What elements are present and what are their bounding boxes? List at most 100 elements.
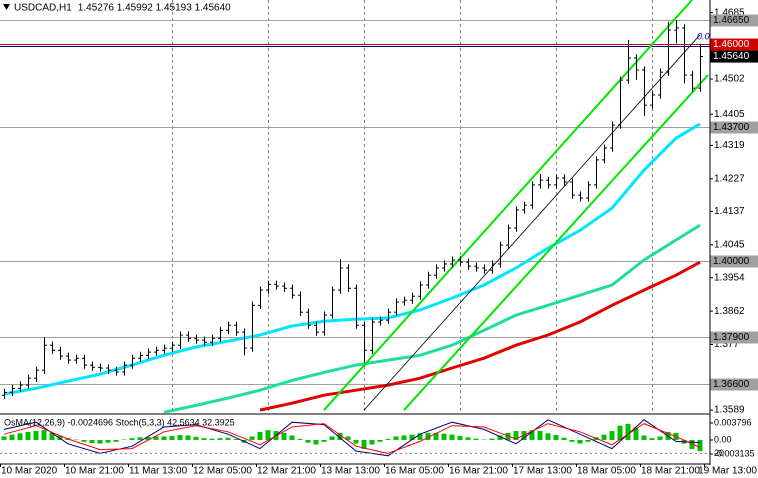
level-label: 1.46650 xyxy=(713,15,750,26)
osma-bar xyxy=(377,439,383,442)
y-tick-label: 1.3954 xyxy=(714,272,745,283)
osma-bar xyxy=(537,431,543,440)
y-tick-label: 1.3862 xyxy=(714,306,745,317)
indicator-line xyxy=(403,74,709,411)
y-tick-label: 1.4227 xyxy=(714,173,745,184)
last-price-label: 1.45640 xyxy=(713,51,750,62)
osma-bar xyxy=(305,439,311,443)
y-tick-label: 1.4137 xyxy=(714,206,745,217)
x-tick-label: 18 Mar 05:00 xyxy=(577,466,636,477)
osma-bar xyxy=(585,439,591,442)
x-tick-label: 12 Mar 21:00 xyxy=(257,466,316,477)
osma-bar xyxy=(385,439,391,440)
x-tick-label: 11 Mar 13:00 xyxy=(129,466,188,477)
osma-bar xyxy=(153,436,159,440)
osma-bar xyxy=(313,439,319,445)
osma-bar xyxy=(129,438,135,440)
osc-tick-label: 0.00 xyxy=(714,434,732,444)
x-tick-label: 16 Mar 21:00 xyxy=(449,466,508,477)
osma-bar xyxy=(633,427,639,440)
y-tick-label: 1.377 xyxy=(714,339,739,350)
osma-bar xyxy=(177,435,183,440)
osma-bar xyxy=(145,436,151,440)
level-box xyxy=(710,121,758,134)
osma-bar xyxy=(425,432,431,440)
y-tick-label: 1.3589 xyxy=(714,405,745,416)
level-label: 1.43700 xyxy=(713,122,750,133)
ohlc-values: 1.45276 1.45992 1.45193 1.45640 xyxy=(78,3,231,14)
osma-bar xyxy=(441,433,447,440)
osma-bar xyxy=(209,438,215,440)
osma-bar xyxy=(257,431,263,440)
level-label: 1.46000 xyxy=(713,39,750,50)
osma-bar xyxy=(265,430,271,440)
osma-bar xyxy=(161,436,167,440)
level-label: 1.40000 xyxy=(713,256,750,267)
level-box xyxy=(710,331,758,344)
osma-bar xyxy=(361,439,367,449)
osma-bar xyxy=(577,439,583,444)
level-box xyxy=(710,14,758,27)
osma-bar xyxy=(49,432,55,440)
indicator-line xyxy=(163,223,701,413)
osma-bar xyxy=(369,439,375,445)
indicator-line xyxy=(323,0,693,411)
osma-bar xyxy=(9,434,15,440)
osma-bar xyxy=(81,439,87,442)
osma-bar xyxy=(569,439,575,442)
indicator-line xyxy=(3,423,701,454)
y-tick-label: 1.4685 xyxy=(714,7,745,18)
osma-bar xyxy=(353,439,359,444)
osma-bar xyxy=(465,437,471,440)
level-box xyxy=(710,255,758,268)
osma-bar xyxy=(41,430,47,440)
osma-bar xyxy=(17,433,23,440)
osma-bar xyxy=(281,432,287,440)
osma-bar xyxy=(513,431,519,440)
osma-bar xyxy=(401,435,407,440)
y-tick-label: 1.4045 xyxy=(714,239,745,250)
osma-bar xyxy=(25,431,31,440)
x-tick-label: 18 Mar 21:00 xyxy=(641,466,700,477)
indicator-caption: OsMA(12,26,9) -0.0024696 Stoch(5,3,3) 42… xyxy=(4,417,235,427)
osma-bar xyxy=(641,435,647,440)
y-tick-label: 1.4502 xyxy=(714,74,745,85)
osma-bar xyxy=(433,432,439,440)
x-tick-label: 12 Mar 05:00 xyxy=(193,466,252,477)
y-tick-label: 1.4405 xyxy=(714,109,745,120)
price-pane xyxy=(0,0,710,413)
osma-bar xyxy=(625,423,631,440)
osma-bar xyxy=(689,439,695,449)
osma-bar xyxy=(321,439,327,442)
osma-bar xyxy=(217,438,223,440)
osma-bar xyxy=(409,434,415,440)
osma-bar xyxy=(297,439,303,440)
x-tick-label: 10 Mar 2020 xyxy=(1,466,58,477)
osma-bar xyxy=(33,431,39,440)
osc-tick-label: 0.003796 xyxy=(714,417,752,427)
osma-bar xyxy=(193,436,199,440)
osma-bar xyxy=(1,436,7,440)
osma-bar xyxy=(417,433,423,440)
osma-bar xyxy=(497,435,503,440)
osma-bar xyxy=(449,434,455,440)
stoch-tick-label: 20 xyxy=(714,448,724,458)
osma-bar xyxy=(137,437,143,440)
chart-title: USDCAD,H1 xyxy=(14,3,72,14)
x-tick-label: 13 Mar 13:00 xyxy=(321,466,380,477)
osma-bar xyxy=(489,438,495,440)
osma-bar xyxy=(249,436,255,440)
channel-annotation: 0.0 xyxy=(697,31,710,41)
x-tick-label: 16 Mar 05:00 xyxy=(385,466,444,477)
osma-bar xyxy=(329,436,335,440)
osma-bar xyxy=(337,432,343,440)
osma-bar xyxy=(169,435,175,440)
osma-bar xyxy=(89,439,95,444)
osma-bar xyxy=(601,434,607,440)
level-label: 1.37900 xyxy=(713,332,750,343)
osma-bar xyxy=(97,439,103,444)
osma-bar xyxy=(561,437,567,440)
x-tick-label: 19 Mar 13:00 xyxy=(698,466,757,477)
